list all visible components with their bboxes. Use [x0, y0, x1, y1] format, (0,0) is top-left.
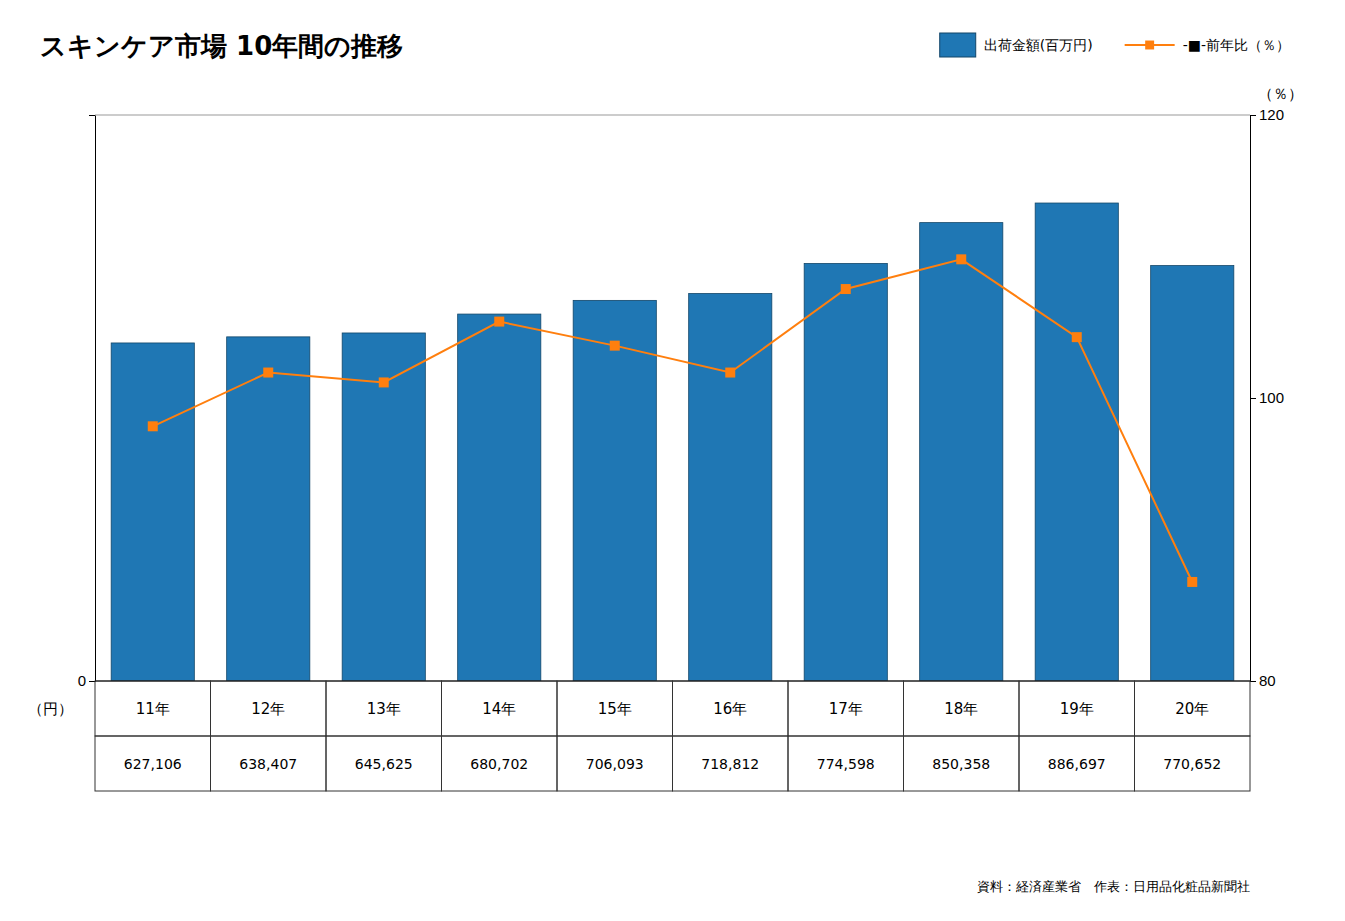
marker	[1187, 577, 1197, 587]
title: スキンケア市場 10年間の推移	[40, 31, 403, 61]
data-table: 11年 627,106 12年 638,407 13年 645,625 14年 680,702…	[28, 681, 1251, 791]
marker	[1072, 332, 1082, 342]
table-cell	[442, 736, 558, 791]
y-axis-title: （円）	[28, 700, 73, 718]
table-cell	[557, 681, 673, 736]
legend-item: -■-前年比（％）	[1125, 37, 1290, 53]
data-label: 638,407	[239, 756, 297, 772]
category-label: 20年	[1175, 700, 1209, 718]
table-cell	[95, 681, 211, 736]
marker	[725, 368, 735, 378]
chart-svg: 0 80 100 120 （％） 11年 627,106 12年 638,407 13年 645,6…	[0, 0, 1345, 921]
table-cell	[904, 736, 1020, 791]
table-cell	[904, 681, 1020, 736]
category-label: 12年	[251, 700, 285, 718]
bar	[227, 337, 310, 681]
legend-label: -■-前年比（％）	[1183, 37, 1290, 53]
axis-line	[1251, 116, 1257, 682]
tick: 120	[1250, 106, 1284, 123]
axis: 80 100 120	[1250, 106, 1284, 689]
tick: 0	[78, 672, 95, 689]
bar	[920, 223, 1003, 681]
data-label: 774,598	[817, 756, 875, 772]
tick-mark	[1250, 398, 1256, 399]
plot-frame-top	[95, 115, 1250, 116]
table-cell	[95, 736, 211, 791]
data-label: 627,106	[124, 756, 182, 772]
bar	[1151, 266, 1234, 681]
category-label: 16年	[713, 700, 747, 718]
data-label: 680,702	[470, 756, 528, 772]
table-cell	[557, 736, 673, 791]
marker	[263, 368, 273, 378]
marker	[841, 284, 851, 294]
y2-axis-title: （％）	[1258, 85, 1303, 103]
table-cell	[1135, 681, 1251, 736]
data-label: 770,652	[1163, 756, 1221, 772]
category-label: 19年	[1060, 700, 1094, 718]
bar-series	[111, 203, 1234, 681]
chart-container: 0 80 100 120 （％） 11年 627,106 12年 638,407 13年 645,6…	[0, 0, 1345, 921]
plot-marks	[111, 203, 1234, 681]
bar	[458, 314, 541, 681]
tick: 80	[1250, 672, 1276, 689]
table-cell	[1019, 681, 1135, 736]
table-cell	[211, 736, 327, 791]
table-cell	[326, 736, 442, 791]
marker	[148, 421, 158, 431]
line-series	[148, 254, 1198, 587]
tick-mark	[89, 681, 95, 682]
table-cell	[1019, 736, 1135, 791]
marker	[494, 317, 504, 327]
table-cell	[326, 681, 442, 736]
table-cell	[673, 681, 789, 736]
axis-line	[89, 116, 96, 682]
category-label: 11年	[136, 700, 170, 718]
table-cell	[788, 681, 904, 736]
tick-label: 120	[1259, 106, 1284, 123]
tick-mark	[1250, 681, 1256, 682]
data-label: 645,625	[355, 756, 413, 772]
line	[153, 259, 1193, 582]
category-label: 17年	[829, 700, 863, 718]
legend-marker	[1145, 41, 1154, 50]
tick-label: 80	[1259, 672, 1276, 689]
legend: 出荷金額(百万円) -■-前年比（％）	[940, 33, 1290, 57]
legend-item: 出荷金額(百万円)	[940, 33, 1093, 57]
bar	[804, 263, 887, 681]
table-cell	[211, 681, 327, 736]
bar	[111, 343, 194, 681]
table-cell	[1135, 736, 1251, 791]
category-label: 13年	[367, 700, 401, 718]
category-label: 15年	[598, 700, 632, 718]
tick-label: 0	[78, 672, 86, 689]
annotation: 資料：経済産業省 作表：日用品化粧品新聞社	[977, 879, 1250, 894]
axis: 0	[78, 116, 96, 690]
tick-label: 100	[1259, 389, 1284, 406]
marker	[379, 377, 389, 387]
data-label: 718,812	[701, 756, 759, 772]
table-cell	[442, 681, 558, 736]
bar	[342, 333, 425, 681]
category-label: 14年	[482, 700, 516, 718]
tick-mark	[1250, 115, 1256, 116]
marker	[610, 341, 620, 351]
data-label: 706,093	[586, 756, 644, 772]
data-label: 886,697	[1048, 756, 1106, 772]
legend-swatch	[940, 33, 976, 57]
bar	[1035, 203, 1118, 681]
data-label: 850,358	[932, 756, 990, 772]
table-cell	[673, 736, 789, 791]
tick: 100	[1250, 389, 1284, 406]
marker	[956, 254, 966, 264]
category-label: 18年	[944, 700, 978, 718]
legend-label: 出荷金額(百万円)	[984, 37, 1093, 53]
bar	[573, 300, 656, 681]
table-cell	[788, 736, 904, 791]
